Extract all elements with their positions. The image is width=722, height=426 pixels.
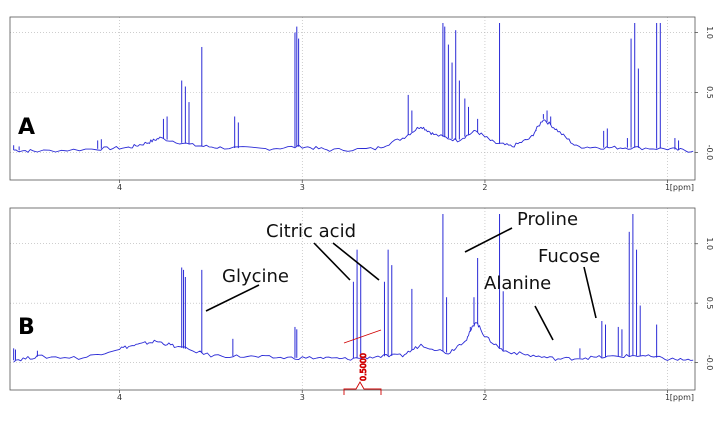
- pointer-proline: [464, 227, 513, 253]
- y-tick-label: -0.0: [705, 355, 714, 371]
- x-tick-label: 3: [300, 183, 305, 192]
- x-tick-label: 1: [665, 393, 670, 402]
- pointer-citric-acid-2: [332, 242, 380, 281]
- annotation-citric-acid: Citric acid: [266, 221, 356, 242]
- y-tick-label: 1.0: [705, 237, 714, 250]
- x-tick-label: 1: [665, 183, 670, 192]
- annotation-alanine: Alanine: [484, 273, 551, 294]
- panel-label-b: B: [18, 315, 35, 340]
- x-tick-label: 2: [482, 393, 487, 402]
- x-tick-label: 4: [117, 393, 122, 402]
- plot-frame: [9, 16, 696, 181]
- integral-bracket: [343, 381, 382, 395]
- annotation-proline: Proline: [517, 209, 578, 230]
- pointer-fucose: [583, 266, 597, 319]
- pointer-citric-acid-1: [313, 242, 351, 281]
- spectrum-panel-a: 4 3 2 1 [ppm] -0.0 0.5 1.0: [9, 16, 714, 192]
- x-tick-label: 3: [300, 393, 305, 402]
- pointer-alanine: [534, 305, 554, 341]
- integral-value: 0.5000: [359, 353, 368, 381]
- x-axis-unit: [ppm]: [670, 183, 694, 192]
- annotation-glycine: Glycine: [222, 266, 289, 287]
- plot-frame: [9, 207, 696, 391]
- panel-label-a: A: [18, 115, 35, 140]
- x-tick-label: 2: [482, 183, 487, 192]
- spectrum-panel-b: 4 3 2 1 [ppm] -0.0 0.5 1.0: [9, 207, 714, 402]
- pointer-glycine: [205, 284, 260, 312]
- integral-curve: [343, 329, 382, 344]
- annotation-fucose: Fucose: [538, 246, 600, 267]
- y-tick-label: 0.5: [705, 297, 714, 310]
- x-tick-label: 4: [117, 183, 122, 192]
- spectrum-trace: [13, 322, 694, 363]
- spectrum-trace: [13, 119, 694, 153]
- x-axis-unit: [ppm]: [670, 393, 694, 402]
- y-tick-label: -0.0: [705, 145, 714, 161]
- y-tick-label: 1.0: [705, 26, 714, 39]
- y-tick-label: 0.5: [705, 86, 714, 99]
